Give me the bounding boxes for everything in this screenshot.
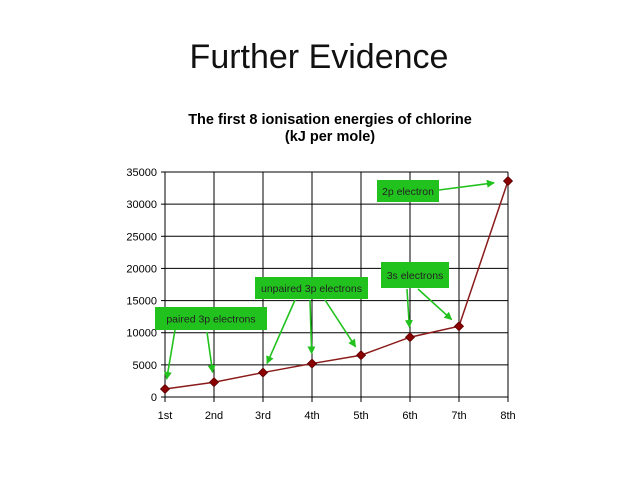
x-tick-label: 6th: [402, 410, 417, 422]
x-tick-label: 5th: [353, 410, 368, 422]
slide-title: Further Evidence: [189, 38, 449, 76]
x-tick-label: 1st: [158, 410, 173, 422]
y-tick-label: 35000: [126, 167, 157, 179]
data-point: [502, 175, 514, 187]
annotation-box: [377, 180, 439, 202]
x-tick-label: 3rd: [255, 410, 271, 422]
annotation-arrow: [438, 179, 495, 191]
data-point: [453, 321, 465, 332]
annotation-arrow: [163, 329, 176, 380]
annotation-arrow: [324, 299, 357, 348]
data-point: [355, 350, 367, 361]
annotation-box: [155, 307, 267, 330]
y-tick-label: 25000: [126, 231, 157, 243]
series-line: [164, 180, 509, 390]
annotation-label: paired 3p electrons: [166, 314, 255, 326]
y-tick-label: 15000: [126, 296, 157, 308]
annotation-arrow: [404, 288, 413, 329]
annotation-box: [255, 277, 368, 299]
annotation-arrow: [206, 331, 216, 374]
data-point: [404, 332, 416, 343]
annotation-arrow: [307, 299, 316, 355]
data-point: [257, 367, 269, 378]
x-tick-label: 7th: [451, 410, 466, 422]
x-tick-label: 4th: [304, 410, 319, 422]
data-point: [159, 383, 171, 395]
annotation-arrow: [266, 299, 296, 365]
y-tick-label: 5000: [133, 360, 157, 372]
y-tick-label: 30000: [126, 199, 157, 211]
y-tick-label: 20000: [126, 263, 157, 275]
y-tick-label: 10000: [126, 328, 157, 340]
annotation-arrow: [417, 288, 453, 321]
data-point: [208, 377, 220, 388]
y-tick-label: 0: [151, 392, 157, 404]
annotation-label: unpaired 3p electrons: [261, 283, 362, 295]
annotation-box: [381, 262, 449, 288]
chart-title: The first 8 ionisation energies of chlor…: [150, 112, 510, 146]
chart-title-main: The first 8 ionisation energies of chlor…: [188, 112, 472, 128]
data-point: [306, 358, 318, 369]
x-tick-label: 8th: [500, 410, 515, 422]
annotation-label: 2p electron: [382, 186, 434, 198]
chart-subtitle: (kJ per mole): [284, 129, 376, 145]
annotation-label: 3s electrons: [387, 270, 444, 282]
x-tick-label: 2nd: [205, 410, 223, 422]
